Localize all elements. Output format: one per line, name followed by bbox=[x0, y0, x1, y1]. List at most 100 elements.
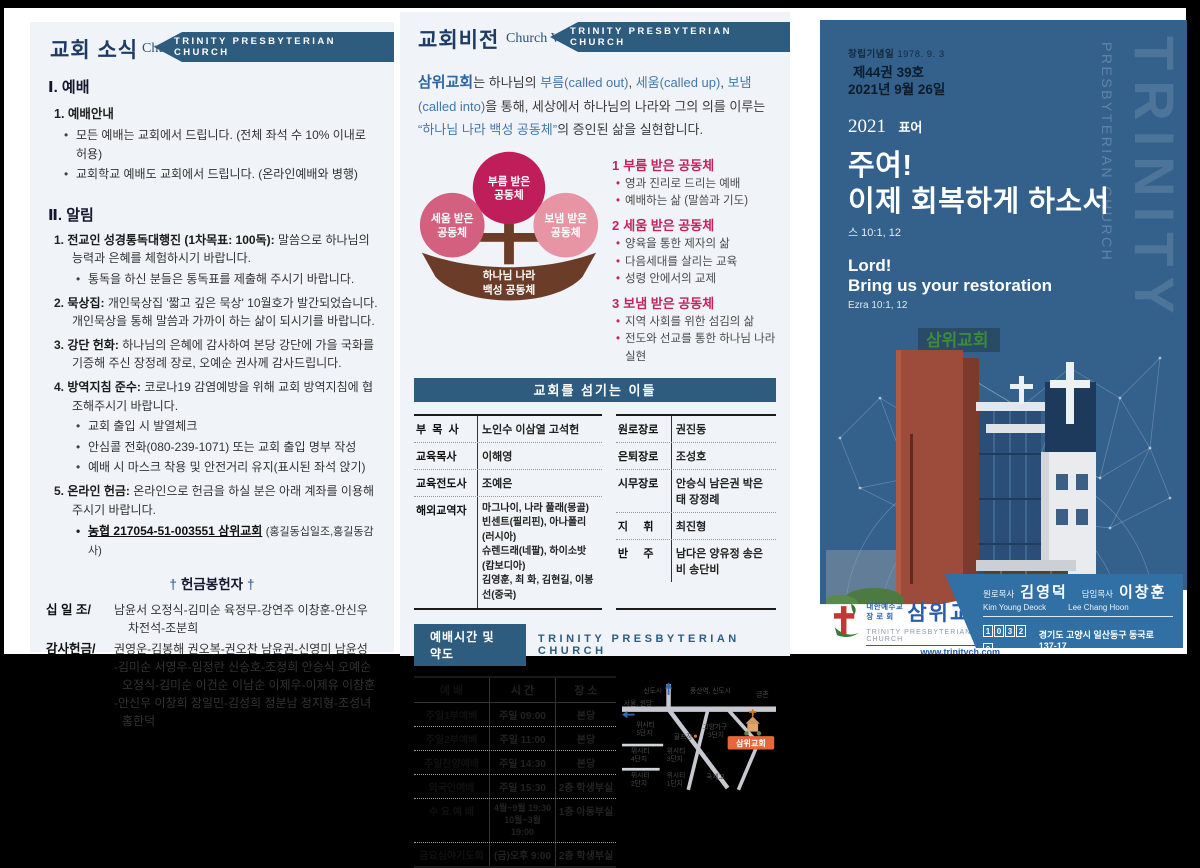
slogan-en-line2: Bring us your restoration bbox=[848, 276, 1053, 295]
pastors-row: 원로목사 김영덕 담임목사 이창훈 bbox=[983, 581, 1173, 602]
hull-label-line1: 하나님 나라 bbox=[483, 269, 536, 282]
table-header-row: 예 배 시 간 장 소 bbox=[414, 678, 616, 704]
map-label: 국제고 bbox=[706, 773, 725, 781]
church-name-ribbon: TRINITY PRESBYTERIAN CHURCH bbox=[154, 32, 394, 62]
role-names: 조예은 bbox=[482, 477, 513, 490]
vision-title-ko: 교회비전 bbox=[418, 29, 500, 52]
role-label: 반 주 bbox=[616, 539, 672, 582]
contact-info-box: 원로목사 김영덕 담임목사 이창훈 Kim Young Deock Lee Ch… bbox=[945, 574, 1183, 648]
account-note: (홍길동십일조,홍길동감사) bbox=[88, 526, 374, 557]
role-label: 시무장로 bbox=[616, 469, 672, 512]
map-label: 4단지 bbox=[631, 754, 647, 763]
service-name: 외국인예배 bbox=[414, 775, 490, 799]
vision-diagram-section: 부름 받은 공동체 세움 받은 공동체 보냄 받은 공동체 하나님 나라 백성 … bbox=[414, 148, 776, 366]
founding-date: 창립기념일 1978. 9. 3 bbox=[848, 46, 945, 60]
service-name: 주일1부예배 bbox=[414, 703, 490, 727]
bulletin-volume: 제44권 39호 bbox=[853, 65, 925, 80]
verse-reference-ko: 스 10:1, 12 bbox=[848, 227, 901, 239]
service-time: 주일 14:30 bbox=[490, 751, 556, 775]
tithe-names-line: 남윤서 오정식-김미순 육정무-강연주 이창훈-안신우 bbox=[114, 603, 368, 618]
notice-number: 5. bbox=[54, 483, 65, 498]
church-vision-panel: 교회비전 Church Vision TRINITY PRESBYTERIAN … bbox=[400, 12, 790, 868]
trinity-watermark: TRINITY bbox=[1123, 36, 1186, 324]
service-place: 1층 아동부실 bbox=[558, 807, 614, 819]
map-label: 풍산역, 신도시 bbox=[690, 686, 731, 695]
intro-text: , bbox=[720, 75, 728, 90]
notice-bullet: 예배 시 마스크 착용 및 안전거리 유지(표시된 좌석 앉기) bbox=[46, 458, 378, 477]
group-title: 3 보냄 받은 공동체 bbox=[612, 293, 776, 312]
table-row: 은퇴장로 조성호 bbox=[615, 442, 776, 470]
slogan-en-line1: Lord! bbox=[848, 256, 892, 275]
zip-digit: 1 bbox=[983, 625, 993, 637]
tithe-names: 남윤서 오정식-김미순 육정무-강연주 이창훈-안신우 차전석-조분희 bbox=[114, 601, 378, 637]
worship-bullet: 교회학교 예배도 교회에서 드립니다. (온라인예배와 병행) bbox=[46, 165, 378, 184]
table-row: 주일2부예배 주일 11:00 본당 bbox=[414, 727, 616, 752]
role-label: 은퇴장로 bbox=[616, 442, 672, 469]
table-row: 금요심야기도회 (금)오후 9:00 2층 학생부실 bbox=[414, 843, 616, 867]
cross-icon: † bbox=[247, 577, 255, 593]
intro-text: 을 통해, 세상에서 하나님의 나라와 그의 의를 이루는 bbox=[485, 99, 766, 115]
service-place: 본당 bbox=[576, 711, 596, 723]
group-title: 1 부름 받은 공동체 bbox=[612, 155, 776, 174]
pastor2-title: 담임목사 bbox=[1081, 589, 1113, 599]
table-row: 수 요 예 배 4월~9월 19:30 10월~3월 19:00 1층 아동부실 bbox=[414, 799, 616, 844]
slogan-line1: 주여! bbox=[848, 150, 913, 182]
zip-digit: 0 bbox=[983, 643, 993, 648]
table-row: 외국인예배 주일 15:30 2층 학생부실 bbox=[414, 775, 616, 800]
table-row: 부 목 사 노인수 이삼열 고석헌 bbox=[414, 415, 602, 443]
service-time-line: 4월~9월 19:30 bbox=[493, 803, 552, 814]
zip-digit: 2 bbox=[1016, 625, 1026, 637]
website-url[interactable]: www.trinitych.com bbox=[866, 645, 1000, 654]
notice-number: 2. bbox=[54, 295, 65, 310]
section-worship-heading: Ⅰ. 예배 bbox=[48, 79, 90, 96]
service-place: 본당 bbox=[576, 735, 596, 747]
church-news-panel: 교회 소식 Church News TRINITY PRESBYTERIAN C… bbox=[30, 22, 394, 728]
service-time: 주일 09:00 bbox=[490, 703, 556, 727]
slogan-year: 2021 bbox=[848, 116, 886, 137]
vision-header: 교회비전 Church Vision TRINITY PRESBYTERIAN … bbox=[414, 12, 790, 60]
map-label: 고양가구 bbox=[703, 722, 728, 731]
role-names: 마그나이, 나라 풀래(몽골) 빈센트(필리핀), 아나폴리(러시아) 슈렌드래… bbox=[478, 497, 602, 609]
group-number: 2 bbox=[612, 218, 620, 234]
vision-groups-list: 1부름 받은 공동체 영과 진리로 드리는 예배 예배하는 삶 (말씀과 기도)… bbox=[602, 150, 776, 366]
group-title: 2 세움 받은 공동체 bbox=[612, 215, 776, 234]
news-title-ko: 교회 소식 bbox=[50, 39, 139, 62]
pastor1-name-en: Kim Young Deock bbox=[983, 603, 1047, 612]
worship-times-table: 예 배 시 간 장 소 주일1부예배 주일 09:00 본당 주일2부예배 주일… bbox=[414, 676, 616, 868]
service-name: 금요심야기도회 bbox=[414, 843, 490, 867]
intro-text: 의 증인된 삶을 실현합니다. bbox=[557, 122, 704, 137]
location-map: 신도시 풍산역, 신도시 금촌 서울, 원당 위시티 5단지 골프장 고양가구 … bbox=[622, 682, 776, 791]
group-number: 3 bbox=[612, 296, 620, 311]
table-row: 반 주 남다은 양유정 송은비 송단비 bbox=[616, 539, 776, 582]
intro-text: 는 하나님의 bbox=[473, 75, 541, 90]
map-label: 금촌 bbox=[756, 690, 768, 699]
pastor2-name-en: Lee Chang Hoon bbox=[1068, 603, 1129, 612]
slogan-tag: 2021 표어 bbox=[848, 116, 922, 138]
slogan-line2: 이제 회복하게 하소서 bbox=[848, 186, 1110, 218]
notice-number: 3. bbox=[54, 337, 65, 352]
service-place: 2층 학생부실 bbox=[558, 783, 614, 795]
role-names: 안승식 남은권 박은태 장정례 bbox=[675, 477, 763, 506]
bulletin-date: 2021년 9월 26일 bbox=[848, 82, 946, 97]
service-time: 4월~9월 19:30 10월~3월 19:00 bbox=[490, 799, 556, 843]
vision-intro-paragraph: 삼위교회는 하나님의 부름(called out), 세움(called up)… bbox=[414, 70, 776, 142]
worship-bullet: 모든 예배는 교회에서 드립니다. (전체 좌석 수 10% 이내로 허용) bbox=[46, 126, 378, 163]
online-offering-account: 농협 217054-51-003551 삼위교회 (홍길동십일조,홍길동감사) bbox=[46, 522, 378, 559]
circle-called-up-line2: 공동체 bbox=[437, 226, 467, 239]
worship-times-section: 예 배 시 간 장 소 주일1부예배 주일 09:00 본당 주일2부예배 주일… bbox=[414, 676, 776, 868]
servants-section-bar: 교회를 섬기는 이들 bbox=[414, 377, 776, 402]
group-name: 세움 받은 공동체 bbox=[623, 218, 715, 234]
church-map-badge: 삼위교회 bbox=[736, 738, 766, 748]
table-row: 교육전도사 조예은 bbox=[414, 469, 602, 497]
notice-item: 3. 강단 헌화: 하나님의 은혜에 감사하여 본당 강단에 가을 국화를 기증… bbox=[46, 336, 378, 373]
service-time: (금)오후 9:00 bbox=[490, 843, 556, 867]
offering-donors-heading: † 헌금봉헌자 † bbox=[46, 573, 378, 593]
notice-number: 1. bbox=[54, 232, 65, 247]
role-names: 권진동 bbox=[675, 423, 707, 436]
service-name: 주일찬양예배 bbox=[414, 751, 490, 775]
map-label: 1단지 bbox=[667, 779, 683, 788]
table-row: 교육목사 이해영 bbox=[414, 442, 602, 470]
church-map-icon bbox=[745, 716, 760, 724]
divider bbox=[983, 616, 1173, 617]
thanks-names-line: -김미순 서영우-임정란 신승호-조정희 안승식 오예순 bbox=[114, 660, 372, 675]
